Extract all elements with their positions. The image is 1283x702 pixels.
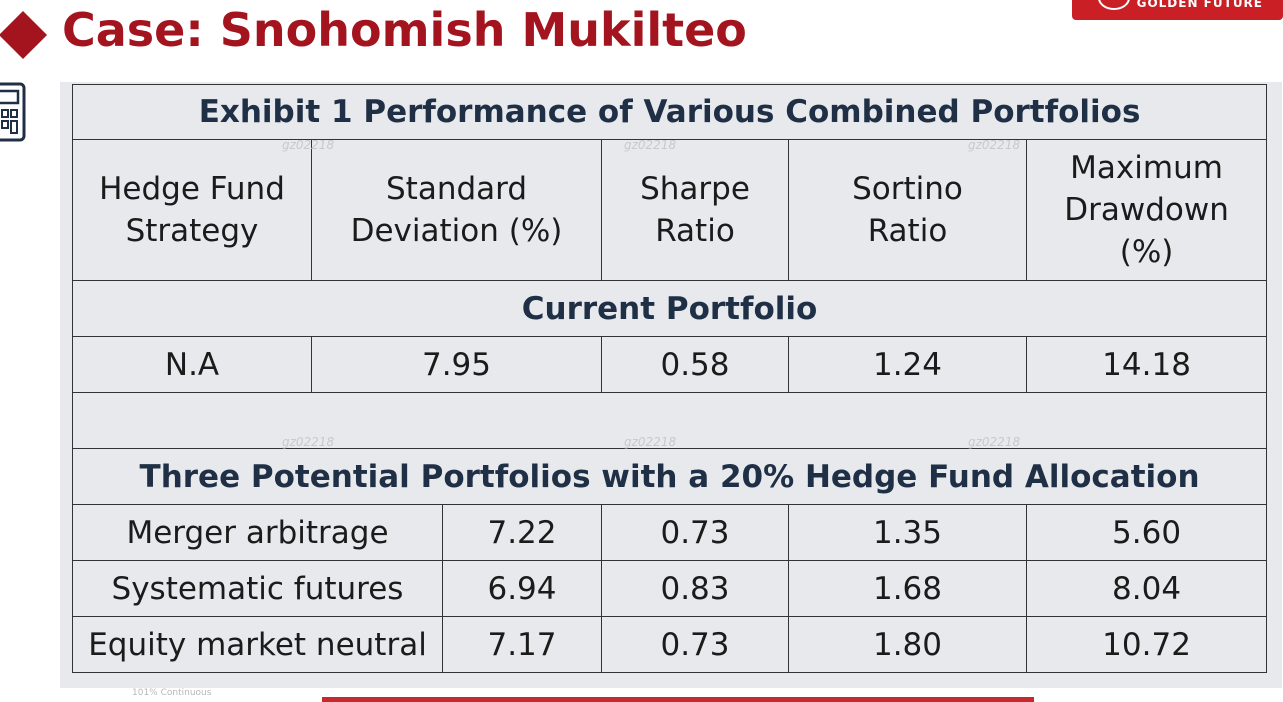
header-line: Drawdown [1064,192,1229,228]
exhibit-table: Exhibit 1 Performance of Various Combine… [71,84,1268,673]
brand-logo: GOLDEN FUTURE [1072,0,1283,20]
header-line: Strategy [125,213,259,249]
table-cell: 0.83 [601,560,789,617]
table-cell: 1.80 [788,616,1027,673]
table-cell: 7.17 [442,616,602,673]
table-cell-strategy: Systematic futures [72,560,443,617]
exhibit-table-panel: Exhibit 1 Performance of Various Combine… [60,82,1282,688]
table-row: Systematic futures 6.94 0.83 1.68 8.04 [72,560,1268,617]
slide-title: Case: Snohomish Mukilteo [62,3,747,57]
table-cell: 6.94 [442,560,602,617]
table-cell: 5.60 [1025,504,1268,561]
table-row: N.A 7.95 0.58 1.24 14.18 [72,336,1268,393]
header-line: Standard [385,171,528,207]
section-header-potential: Three Potential Portfolios with a 20% He… [71,448,1268,505]
header-line: Ratio [655,213,735,249]
header-line: Ratio [867,213,948,249]
table-cell: 1.35 [788,504,1027,561]
header-line: Deviation (%) [350,213,563,249]
section-header-current: Current Portfolio [71,280,1268,337]
table-cell-strategy: Equity market neutral [72,616,443,673]
header-line: Hedge Fund [99,171,285,207]
table-cell: 7.22 [442,504,602,561]
header-line: Maximum [1070,150,1223,186]
column-header-strategy: Hedge Fund Strategy [72,139,312,281]
column-header-max-drawdown: Maximum Drawdown (%) [1025,139,1268,281]
header-line: Sharpe [640,171,750,207]
brand-mark-icon [1098,0,1130,10]
table-spacer-row [71,392,1268,449]
column-header-sortino: Sortino Ratio [788,139,1027,281]
exhibit-title: Exhibit 1 Performance of Various Combine… [71,84,1268,140]
table-cell: N.A [72,336,312,393]
calculator-icon [0,82,26,142]
table-cell: 0.73 [601,616,789,673]
table-cell: 1.68 [788,560,1027,617]
table-cell: 7.95 [311,336,602,393]
table-cell: 14.18 [1025,336,1268,393]
table-cell: 0.73 [601,504,789,561]
diamond-bullet-icon [0,10,48,60]
footer-strip [322,697,1034,702]
table-cell-strategy: Merger arbitrage [72,504,443,561]
table-header-row: Hedge Fund Strategy Standard Deviation (… [72,139,1268,281]
table-cell: 10.72 [1025,616,1268,673]
column-header-sharpe: Sharpe Ratio [601,139,789,281]
column-header-std-dev: Standard Deviation (%) [311,139,602,281]
table-cell: 1.24 [788,336,1027,393]
table-cell: 8.04 [1025,560,1268,617]
brand-logo-text: GOLDEN FUTURE [1136,0,1263,10]
table-row: Merger arbitrage 7.22 0.73 1.35 5.60 [72,504,1268,561]
footer-text: 101% Continuous [132,688,212,698]
table-cell: 0.58 [601,336,789,393]
table-row: Equity market neutral 7.17 0.73 1.80 10.… [72,616,1268,673]
header-line: Sortino [852,171,963,207]
table-spacer-cell [71,392,1268,449]
header-line: (%) [1119,234,1174,270]
